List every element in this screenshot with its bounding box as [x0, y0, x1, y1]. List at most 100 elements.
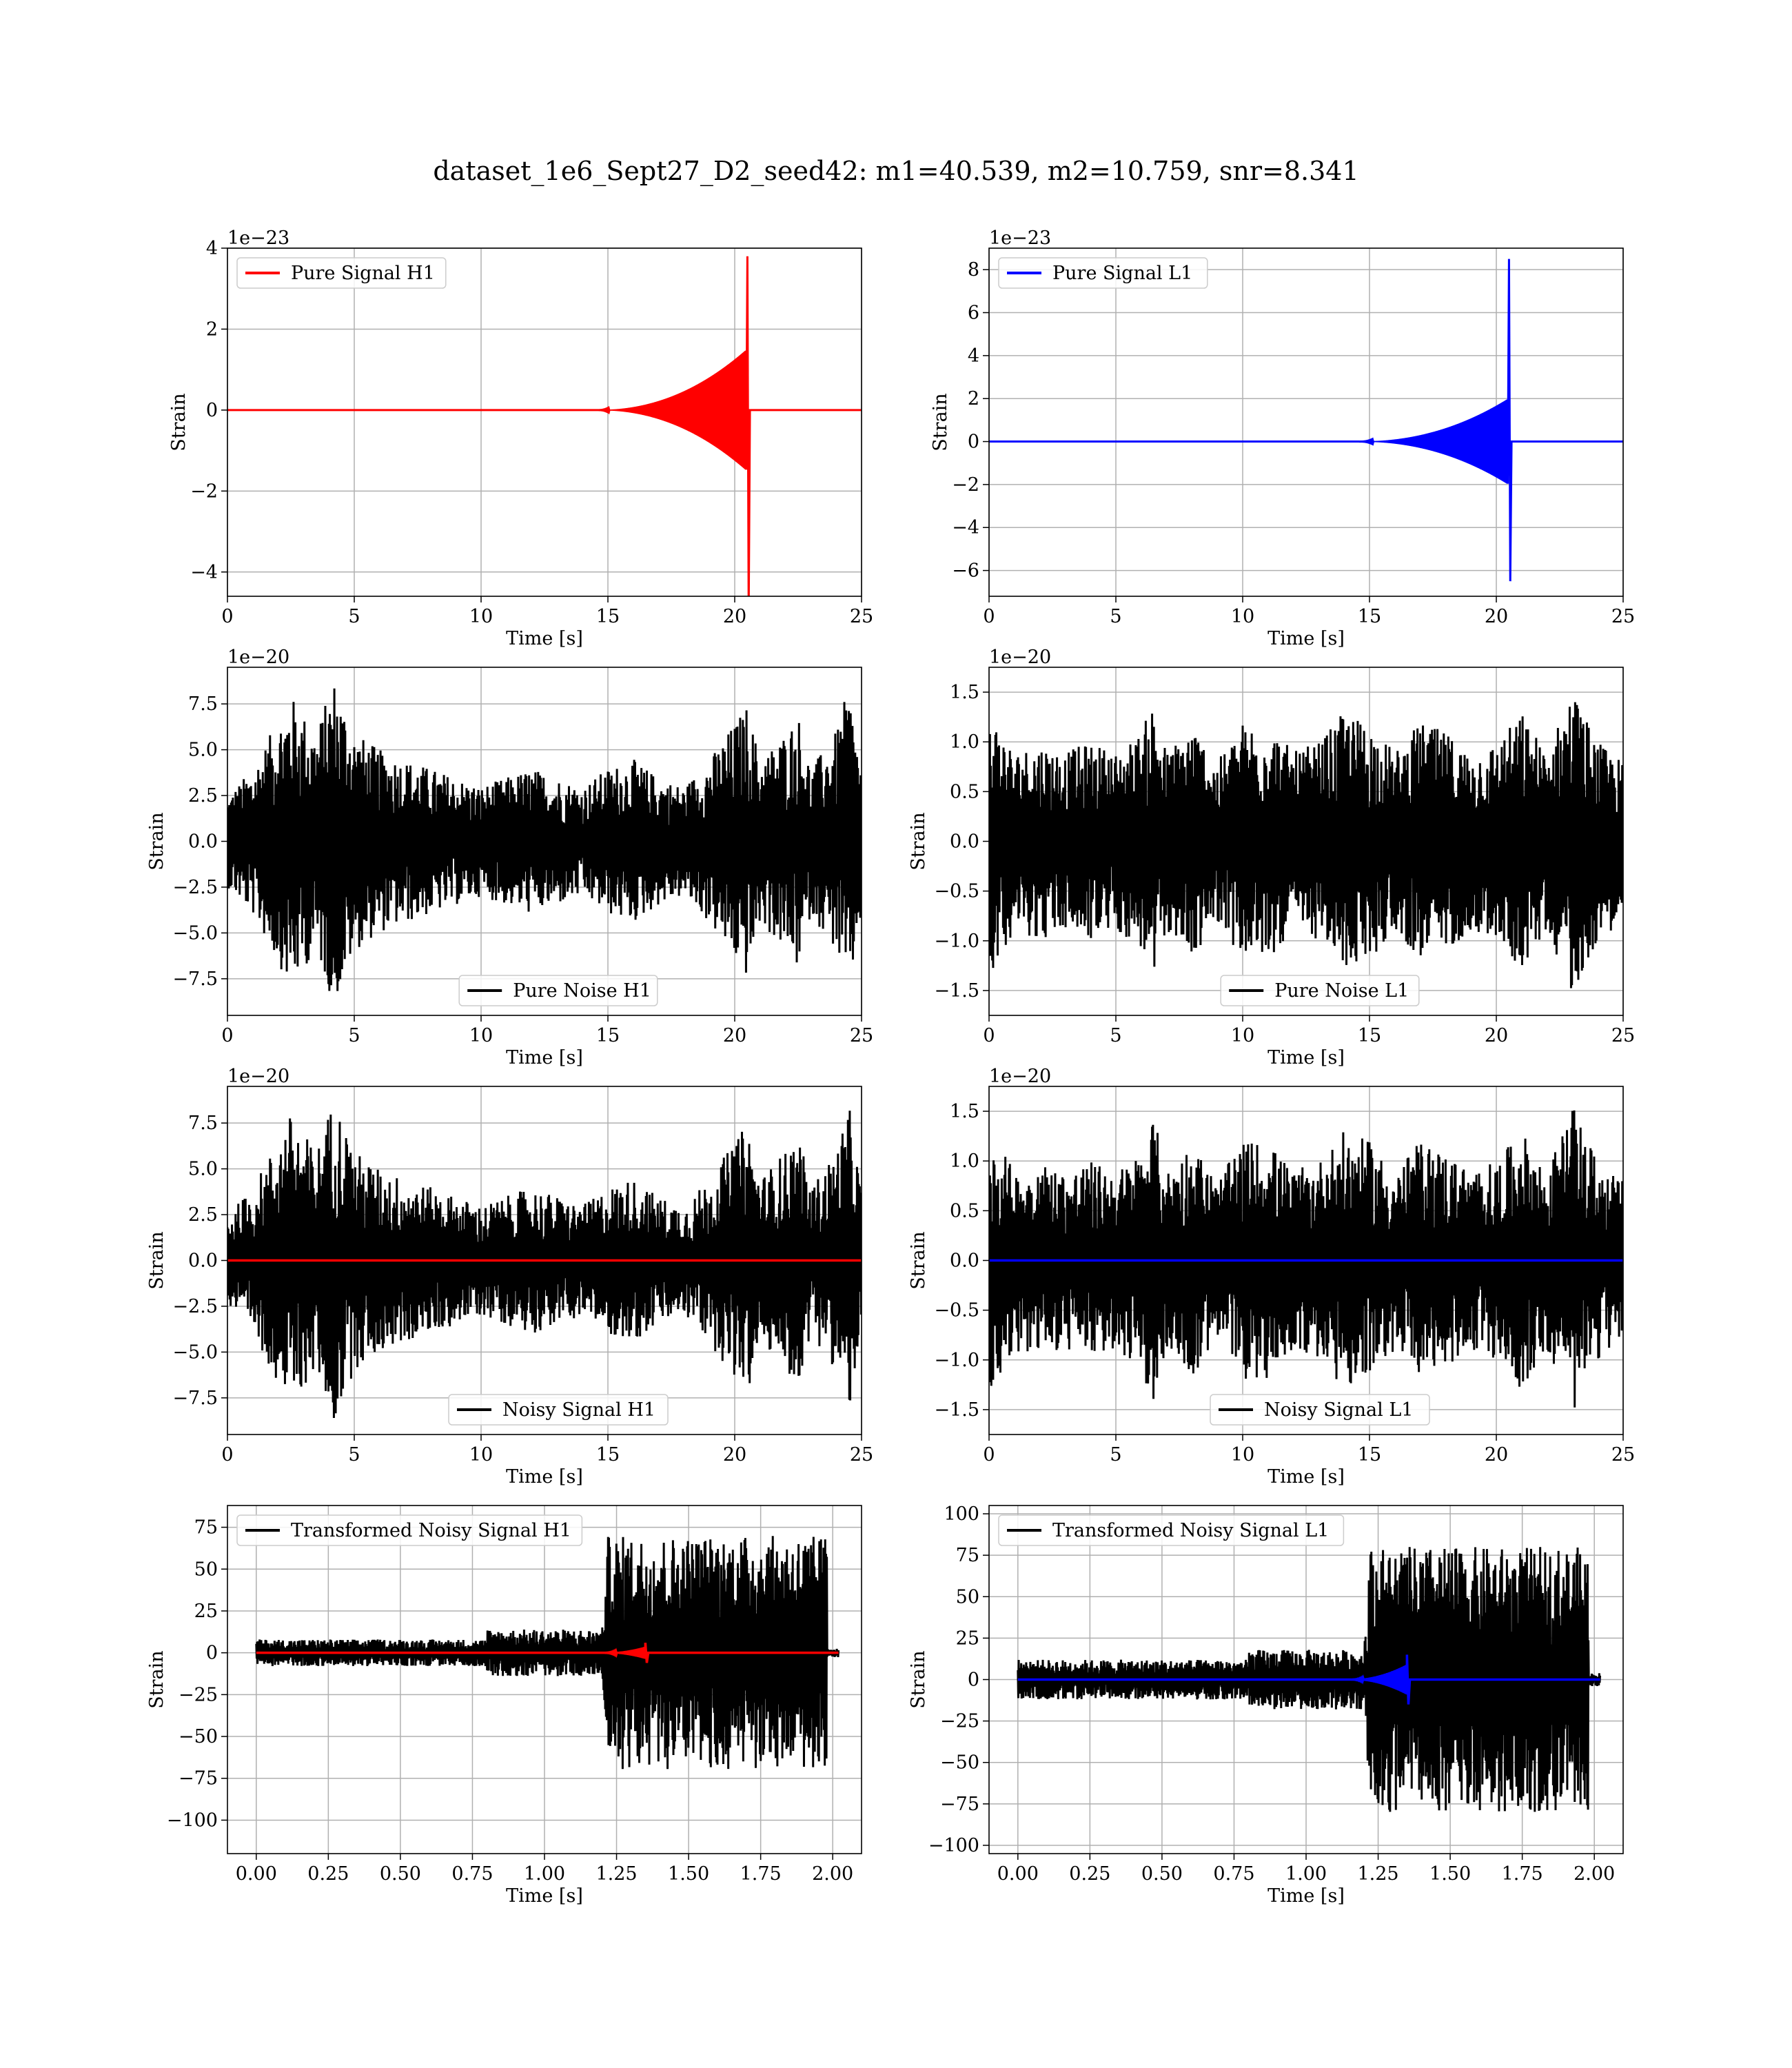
x-tick-label: 25 [1611, 606, 1635, 627]
plot-area [989, 1110, 1623, 1408]
x-tick-label: 5 [1110, 1444, 1121, 1466]
x-tick-label: 10 [469, 606, 493, 627]
y-axis-label: Strain [908, 812, 929, 870]
x-tick-label: 1.00 [1285, 1863, 1327, 1885]
y-tick-label: −4 [952, 517, 979, 538]
x-tick-label: 15 [1358, 1444, 1381, 1466]
subplot-1: 0 5 10 15 20 25 −4 −2 0 2 4 Time [s] Strain 1e−23Pure… [168, 227, 873, 649]
legend-label: Pure Noise L1 [1274, 980, 1409, 1002]
y-tick-label: 0.0 [950, 831, 979, 853]
subplot-7: 0.00 0.25 0.50 0.75 1.00 1.25 1.50 1.75 2.00 −100… [146, 1505, 862, 1907]
series-noise [255, 1536, 840, 1770]
y-tick-label: 1.5 [950, 682, 979, 703]
y-tick-label: 0 [206, 1643, 218, 1664]
axes-frame [988, 247, 1624, 597]
y-tick-label: 0.0 [188, 831, 218, 853]
y-tick-label: 1.0 [950, 731, 979, 753]
y-tick-label: 7.5 [188, 693, 218, 715]
y-tick-label: 7.5 [188, 1113, 218, 1134]
axis-offset-text: 1e−20 [227, 1066, 289, 1087]
y-tick-label: −2 [952, 474, 979, 496]
legend-label: Pure Signal L1 [1052, 263, 1192, 284]
y-tick-label: −5.0 [172, 922, 218, 944]
y-tick-label: −7.5 [172, 969, 218, 990]
series-noise [227, 688, 862, 991]
x-tick-label: 20 [723, 606, 746, 627]
legend: Transformed Noisy Signal L1 [998, 1514, 1345, 1546]
legend: Transformed Noisy Signal H1 [236, 1514, 583, 1546]
x-tick-label: 0.75 [451, 1863, 493, 1885]
y-tick-label: 6 [968, 303, 979, 324]
x-axis-label: Time [s] [506, 1466, 583, 1488]
y-tick-label: 1.0 [950, 1150, 979, 1172]
y-axis-label: Strain [908, 1231, 929, 1289]
x-tick-label: 0.25 [1069, 1863, 1110, 1885]
x-tick-label: 5 [348, 606, 360, 627]
y-tick-label: 1.5 [950, 1101, 979, 1122]
y-tick-label: 25 [194, 1601, 218, 1622]
subplot-2: 0 5 10 15 20 25 −6 −4 −2 0 2 4 6 8 Time [s] Strain 1e−23… [930, 227, 1635, 649]
y-tick-label: −6 [952, 560, 979, 582]
x-tick-label: 20 [1485, 1025, 1508, 1046]
y-tick-label: 0 [206, 400, 218, 421]
axis-offset-text: 1e−20 [989, 1066, 1051, 1087]
y-tick-label: −0.5 [934, 881, 979, 902]
x-axis-label: Time [s] [1267, 628, 1345, 649]
x-axis-label: Time [s] [1267, 1885, 1345, 1907]
y-tick-label: 0 [968, 1670, 979, 1691]
y-tick-label: −100 [928, 1835, 979, 1856]
x-tick-label: 25 [1611, 1444, 1635, 1466]
legend: Pure Signal L1 [998, 257, 1208, 289]
y-tick-label: −1.0 [934, 931, 979, 952]
axis-offset-text: 1e−23 [227, 227, 289, 249]
y-tick-label: −50 [940, 1752, 979, 1774]
legend-box [458, 975, 658, 1006]
x-tick-label: 0 [221, 1444, 233, 1466]
legend-box [236, 257, 447, 289]
y-tick-label: −0.5 [934, 1300, 979, 1321]
x-tick-label: 0.50 [1141, 1863, 1183, 1885]
legend: Pure Noise L1 [1220, 975, 1420, 1006]
x-tick-label: 25 [1611, 1025, 1635, 1046]
legend: Noisy Signal L1 [1210, 1394, 1430, 1426]
legend-box [1210, 1394, 1430, 1426]
x-tick-label: 25 [850, 606, 873, 627]
y-tick-label: −75 [179, 1768, 218, 1790]
x-tick-label: 0 [983, 606, 995, 627]
legend-label: Noisy Signal L1 [1264, 1399, 1413, 1421]
x-tick-label: 10 [1231, 606, 1254, 627]
x-tick-label: 25 [850, 1025, 873, 1046]
y-tick-label: −4 [190, 562, 218, 583]
series-line [989, 258, 1623, 582]
x-axis-label: Time [s] [506, 628, 583, 649]
x-tick-label: 5 [348, 1444, 360, 1466]
y-tick-label: 5.0 [188, 740, 218, 761]
series-line [227, 688, 862, 991]
legend-box [1220, 975, 1420, 1006]
series-line [989, 1110, 1623, 1408]
y-tick-label: 2 [968, 388, 979, 409]
x-tick-label: 1.25 [1357, 1863, 1398, 1885]
y-axis-label: Strain [930, 393, 951, 451]
x-tick-label: 1.00 [524, 1863, 565, 1885]
x-tick-label: 0.50 [380, 1863, 421, 1885]
legend-label: Pure Noise H1 [513, 980, 651, 1002]
legend-box [998, 1514, 1345, 1546]
y-axis-label: Strain [146, 1231, 167, 1289]
x-tick-label: 5 [348, 1025, 360, 1046]
legend: Noisy Signal H1 [448, 1394, 669, 1426]
legend-box [236, 1514, 583, 1546]
x-tick-label: 1.75 [1502, 1863, 1543, 1885]
axes-frame [227, 247, 862, 597]
x-tick-label: 5 [1110, 1025, 1121, 1046]
legend-label: Pure Signal H1 [291, 263, 435, 284]
x-tick-label: 15 [596, 606, 620, 627]
y-tick-label: 4 [206, 238, 218, 259]
y-tick-label: −75 [940, 1794, 979, 1815]
legend-label: Transformed Noisy Signal H1 [291, 1520, 571, 1541]
y-tick-label: −25 [940, 1711, 979, 1732]
x-tick-label: 10 [1231, 1444, 1254, 1466]
series-noise [989, 702, 1623, 989]
y-tick-label: 0.5 [950, 1200, 979, 1221]
